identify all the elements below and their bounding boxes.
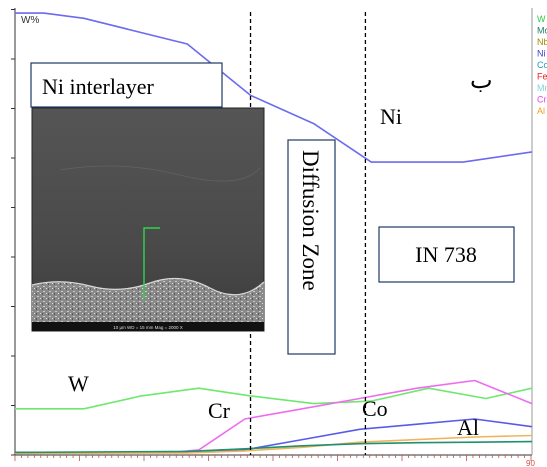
legend-entry-nb: Nb xyxy=(537,37,547,47)
diffusion-zone-box xyxy=(287,139,336,355)
ni-interlayer-box xyxy=(30,62,223,108)
ni-curve-label: Ni xyxy=(380,104,402,129)
in738-label: IN 738 xyxy=(415,242,477,267)
in738-box xyxy=(378,226,515,283)
inset-micrograph: 10 µm WD = 15 mm Mag = 2000 X xyxy=(31,107,265,332)
ni-interlayer-label: Ni interlayer xyxy=(42,74,154,99)
zone-boundaries xyxy=(249,12,367,455)
series-layer xyxy=(14,12,533,455)
micrograph-caption: 10 µm WD = 15 mm Mag = 2000 X xyxy=(113,325,183,330)
diffusion-zone-label: Diffusion Zone xyxy=(298,150,323,291)
co-curve-label: Co xyxy=(362,396,388,421)
axes xyxy=(11,8,533,461)
cr-curve-label: Cr xyxy=(208,398,231,423)
series-line-ni xyxy=(15,12,533,163)
al-curve-label: Al xyxy=(457,415,479,440)
legend-entry-mo: Mo xyxy=(537,26,547,36)
x-axis-end-label: 90 xyxy=(526,459,535,467)
series-line-mo xyxy=(14,440,533,454)
legend-entry-co: Co xyxy=(537,60,547,70)
x-ticks xyxy=(14,455,532,461)
annotations: Ni interlayer Diffusion Zone IN 738 ب Ni… xyxy=(30,62,515,440)
legend-entry-al: Al xyxy=(537,106,545,116)
y-ticks xyxy=(11,9,15,456)
series-line-w xyxy=(15,387,533,410)
y-axis-label: W% xyxy=(21,15,39,26)
legend-entry-w: W xyxy=(537,14,546,24)
w-curve-label: W xyxy=(68,371,89,396)
legend-entry-mn: Mn xyxy=(537,83,547,93)
legend-entry-ni: Ni xyxy=(537,49,546,59)
legend-entry-cr: Cr xyxy=(537,95,547,105)
persian-letter-label: ب xyxy=(470,68,493,94)
legend-entry-fe: Fe xyxy=(537,72,547,82)
